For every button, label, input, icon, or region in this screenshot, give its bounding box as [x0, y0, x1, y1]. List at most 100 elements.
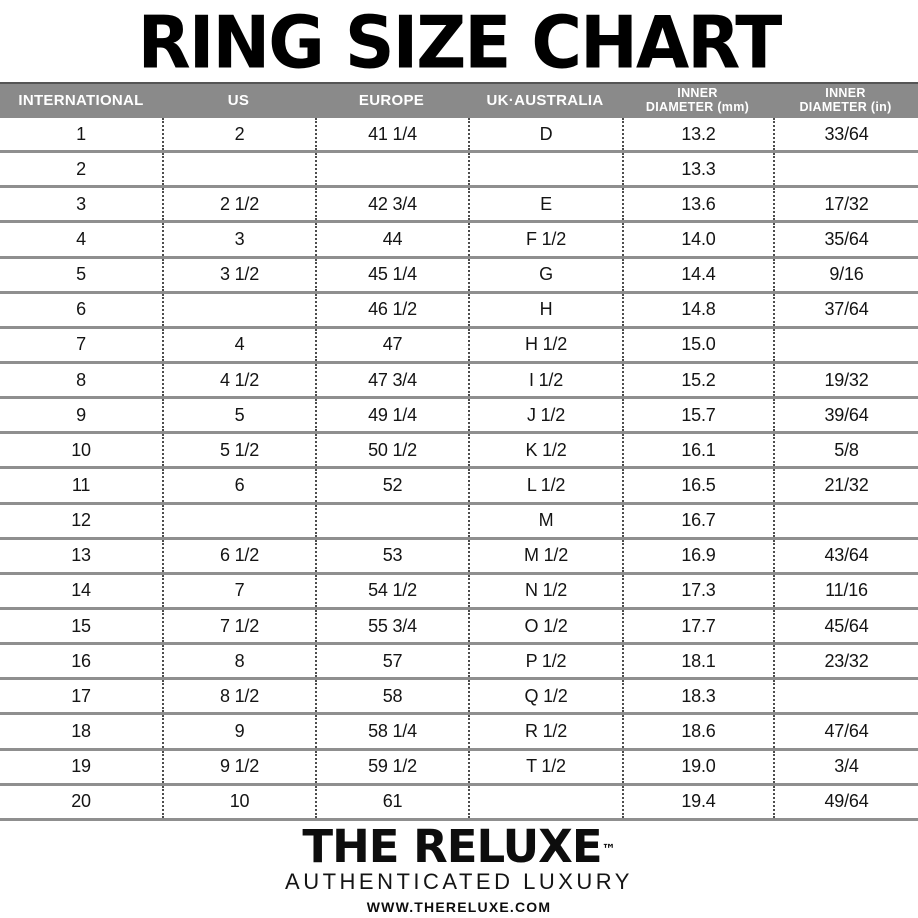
ring-size-table: INTERNATIONAL US EUROPE UK·AUSTRALIA INN…	[0, 82, 918, 821]
table-cell: N 1/2	[468, 574, 622, 607]
table-cell: 13	[71, 545, 91, 566]
table-cell: H	[468, 293, 622, 326]
table-cell: 43/64	[773, 539, 918, 572]
table-cell: 2 1/2	[162, 188, 315, 221]
table-cell: 15.0	[622, 328, 773, 361]
table-cell: 19.4	[622, 785, 773, 818]
table-cell: 9	[162, 715, 315, 748]
table-row: 10 5 1/2 50 1/2 K 1/2 16.1 5/8	[0, 434, 918, 470]
column-header-inner-diameter-mm: INNER DIAMETER (mm)	[645, 86, 750, 114]
table-row: 16 8 57 P 1/2 18.1 23/32	[0, 645, 918, 681]
table-cell: M 1/2	[468, 539, 622, 572]
table-cell: 3 1/2	[162, 258, 315, 291]
table-cell: 53	[315, 539, 468, 572]
table-row: 7 4 47 H 1/2 15.0	[0, 328, 918, 364]
table-cell: R 1/2	[468, 715, 622, 748]
table-row: 19 9 1/2 59 1/2 T 1/2 19.0 3/4	[0, 750, 918, 786]
brand-logo: THE RELUXE™	[0, 819, 918, 873]
table-cell: 12	[71, 510, 91, 531]
table-cell: 18	[71, 720, 91, 741]
table-row: 18 9 58 1/4 R 1/2 18.6 47/64	[0, 715, 918, 751]
table-cell: P 1/2	[468, 645, 622, 678]
table-cell: 18.6	[622, 715, 773, 748]
table-cell: K 1/2	[468, 434, 622, 467]
table-cell: 3	[76, 193, 86, 214]
table-row: 3 2 1/2 42 3/4 E 13.6 17/32	[0, 188, 918, 224]
table-cell: M	[468, 504, 622, 537]
table-cell: T 1/2	[468, 750, 622, 783]
table-cell: 7	[76, 334, 86, 355]
table-cell: 16.1	[622, 434, 773, 467]
table-header-row: INTERNATIONAL US EUROPE UK·AUSTRALIA INN…	[0, 82, 918, 118]
table-cell: 6	[76, 299, 86, 320]
table-cell	[162, 293, 315, 326]
table-cell: 45/64	[773, 609, 918, 643]
table-cell: 14	[71, 580, 91, 601]
table-cell: 44	[315, 223, 468, 256]
table-cell: L 1/2	[468, 469, 622, 502]
table-cell: 5/8	[773, 434, 918, 467]
table-cell: 55 3/4	[315, 609, 468, 643]
table-cell	[315, 504, 468, 537]
table-cell: 39/64	[773, 399, 918, 432]
table-cell: 18.3	[622, 680, 773, 713]
table-cell: 15	[71, 615, 91, 636]
table-cell: 33/64	[773, 118, 918, 151]
table-cell: 41 1/4	[315, 118, 468, 151]
table-cell: H 1/2	[468, 328, 622, 361]
table-cell: 16.5	[622, 469, 773, 502]
table-row: 15 7 1/2 55 3/4 O 1/2 17.7 45/64	[0, 609, 918, 646]
table-cell: 49 1/4	[315, 399, 468, 432]
table-row: 11 6 52 L 1/2 16.5 21/32	[0, 469, 918, 505]
table-cell: 14.0	[622, 223, 773, 256]
table-cell: 10	[71, 439, 91, 460]
table-cell: 19.0	[622, 750, 773, 783]
table-cell: 14.4	[622, 258, 773, 291]
table-cell: 7 1/2	[162, 609, 315, 643]
table-cell: Q 1/2	[468, 680, 622, 713]
table-cell: 46 1/2	[315, 293, 468, 326]
table-cell: 3/4	[773, 750, 918, 783]
table-cell: 16.7	[622, 504, 773, 537]
table-cell	[468, 153, 622, 186]
table-cell: E	[468, 188, 622, 221]
table-cell: 50 1/2	[315, 434, 468, 467]
table-cell: 15.7	[622, 399, 773, 432]
table-cell: 20	[71, 791, 91, 812]
table-cell: 47 3/4	[315, 363, 468, 397]
table-row: 6 46 1/2 H 14.8 37/64	[0, 293, 918, 329]
website-url: WWW.THERELUXE.COM	[366, 898, 552, 915]
table-cell	[315, 153, 468, 186]
table-row: 17 8 1/2 58 Q 1/2 18.3	[0, 680, 918, 716]
brand-tagline: AUTHENTICATED LUXURY	[285, 868, 633, 894]
table-row: 5 3 1/2 45 1/4 G 14.4 9/16	[0, 258, 918, 294]
table-row: 14 7 54 1/2 N 1/2 17.3 11/16	[0, 574, 918, 610]
table-cell: 17/32	[773, 188, 918, 221]
table-row: 2 13.3	[0, 153, 918, 189]
trademark-symbol: ™	[601, 841, 616, 858]
table-cell: 8	[162, 645, 315, 678]
table-cell: 4	[76, 228, 86, 249]
table-cell: I 1/2	[468, 363, 622, 397]
column-header-uk-australia: UK·AUSTRALIA	[486, 91, 604, 109]
table-cell: 4 1/2	[162, 363, 315, 397]
brand-name: THE RELUXE	[302, 819, 602, 873]
table-cell: D	[468, 118, 622, 151]
table-cell: 16	[71, 650, 91, 671]
table-cell: 4	[162, 328, 315, 361]
table-cell: 14.8	[622, 293, 773, 326]
table-cell	[773, 153, 918, 186]
table-cell: 18.1	[622, 645, 773, 678]
table-cell: 52	[315, 469, 468, 502]
table-cell	[468, 785, 622, 818]
table-cell: 57	[315, 645, 468, 678]
table-cell: 42 3/4	[315, 188, 468, 221]
table-cell: 13.3	[622, 153, 773, 186]
table-cell: 7	[162, 574, 315, 607]
table-cell: 15.2	[622, 363, 773, 397]
table-cell: 19/32	[773, 363, 918, 397]
table-cell: 9	[76, 404, 86, 425]
table-cell: 19	[71, 756, 91, 777]
table-cell: 58 1/4	[315, 715, 468, 748]
